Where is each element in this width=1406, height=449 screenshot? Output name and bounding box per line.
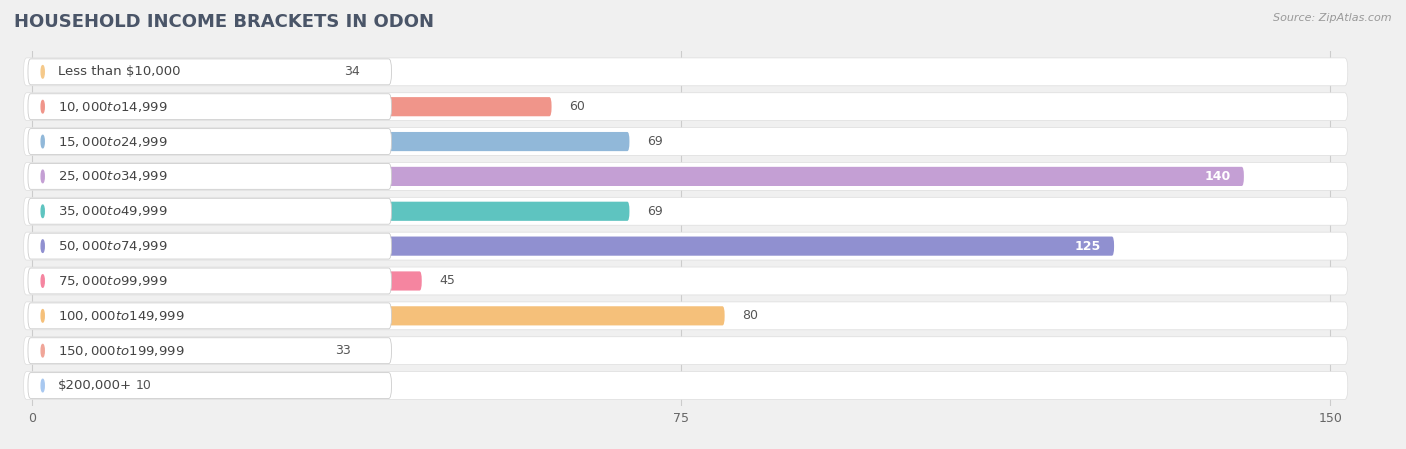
Text: $75,000 to $99,999: $75,000 to $99,999: [58, 274, 167, 288]
FancyBboxPatch shape: [32, 237, 1114, 256]
FancyBboxPatch shape: [32, 306, 724, 326]
Text: $10,000 to $14,999: $10,000 to $14,999: [58, 100, 167, 114]
FancyBboxPatch shape: [28, 59, 391, 85]
Text: 33: 33: [335, 344, 352, 357]
Circle shape: [41, 275, 44, 287]
FancyBboxPatch shape: [32, 97, 551, 116]
FancyBboxPatch shape: [24, 302, 1348, 330]
FancyBboxPatch shape: [28, 338, 391, 364]
Circle shape: [41, 309, 44, 322]
FancyBboxPatch shape: [28, 303, 391, 329]
FancyBboxPatch shape: [28, 268, 391, 294]
FancyBboxPatch shape: [28, 163, 391, 189]
FancyBboxPatch shape: [28, 198, 391, 224]
Text: 80: 80: [742, 309, 758, 322]
Circle shape: [41, 66, 44, 78]
Text: $15,000 to $24,999: $15,000 to $24,999: [58, 135, 167, 149]
Circle shape: [41, 240, 44, 252]
Text: 125: 125: [1074, 240, 1101, 253]
Circle shape: [41, 379, 44, 392]
FancyBboxPatch shape: [24, 58, 1348, 86]
Text: $150,000 to $199,999: $150,000 to $199,999: [58, 343, 184, 358]
Text: 34: 34: [344, 66, 360, 78]
Text: 10: 10: [136, 379, 152, 392]
FancyBboxPatch shape: [24, 163, 1348, 190]
FancyBboxPatch shape: [32, 167, 1244, 186]
FancyBboxPatch shape: [28, 233, 391, 259]
FancyBboxPatch shape: [24, 93, 1348, 121]
Text: 140: 140: [1205, 170, 1230, 183]
Text: 45: 45: [439, 274, 456, 287]
Circle shape: [41, 101, 44, 113]
FancyBboxPatch shape: [24, 197, 1348, 225]
Text: $100,000 to $149,999: $100,000 to $149,999: [58, 309, 184, 323]
FancyBboxPatch shape: [24, 372, 1348, 400]
FancyBboxPatch shape: [28, 128, 391, 154]
FancyBboxPatch shape: [24, 232, 1348, 260]
FancyBboxPatch shape: [32, 132, 630, 151]
Text: $50,000 to $74,999: $50,000 to $74,999: [58, 239, 167, 253]
FancyBboxPatch shape: [32, 271, 422, 291]
FancyBboxPatch shape: [32, 341, 318, 360]
FancyBboxPatch shape: [24, 128, 1348, 155]
FancyBboxPatch shape: [28, 94, 391, 119]
Text: $35,000 to $49,999: $35,000 to $49,999: [58, 204, 167, 218]
Text: 69: 69: [647, 205, 662, 218]
FancyBboxPatch shape: [28, 373, 391, 399]
Text: Source: ZipAtlas.com: Source: ZipAtlas.com: [1274, 13, 1392, 23]
Text: 60: 60: [569, 100, 585, 113]
Text: 69: 69: [647, 135, 662, 148]
FancyBboxPatch shape: [24, 267, 1348, 295]
Text: HOUSEHOLD INCOME BRACKETS IN ODON: HOUSEHOLD INCOME BRACKETS IN ODON: [14, 13, 434, 31]
Circle shape: [41, 344, 44, 357]
Circle shape: [41, 135, 44, 148]
Circle shape: [41, 170, 44, 183]
FancyBboxPatch shape: [24, 337, 1348, 365]
FancyBboxPatch shape: [32, 202, 630, 221]
Text: Less than $10,000: Less than $10,000: [58, 66, 181, 78]
Text: $25,000 to $34,999: $25,000 to $34,999: [58, 169, 167, 183]
Text: $200,000+: $200,000+: [58, 379, 132, 392]
Circle shape: [41, 205, 44, 217]
FancyBboxPatch shape: [32, 376, 120, 395]
FancyBboxPatch shape: [32, 62, 326, 81]
